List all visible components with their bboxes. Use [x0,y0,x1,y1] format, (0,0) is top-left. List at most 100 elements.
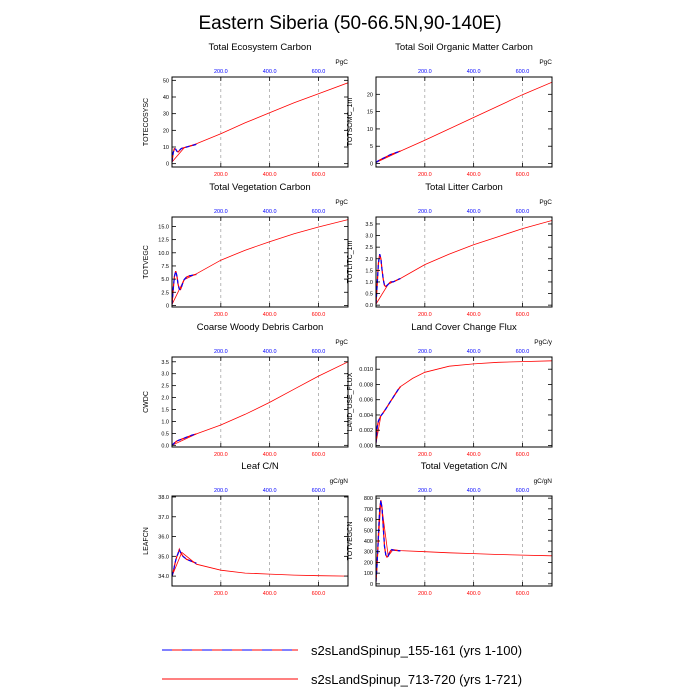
panel-1: 200.0 200.0 400.0 400.0 600.0 600.0 0 10 20 30 40 5… [143,42,349,178]
series-short-line-dash [172,433,197,446]
y-tick-label: 0 [370,582,373,588]
x-tick-label-bottom: 400.0 [263,591,277,597]
x-tick-label-bottom: 400.0 [467,172,481,178]
panel-title: Total Litter Carbon [425,182,503,193]
series-long-line [172,82,348,163]
y-tick-label: 2.5 [365,245,373,251]
x-tick-label-top: 400.0 [263,349,277,355]
y-tick-label: 100 [364,571,373,577]
x-tick-label-bottom: 200.0 [418,172,432,178]
y-tick-label: 0.004 [359,413,373,419]
series-group [172,547,348,577]
y-tick-label: 1.0 [161,419,169,425]
y-tick-label: 0.5 [365,292,373,298]
y-tick-label: 38.0 [158,495,169,501]
series-group [172,361,348,446]
x-tick-label-bottom: 400.0 [263,452,277,458]
y-tick-label: 10.0 [158,251,169,257]
panel-8: 200.0 200.0 400.0 400.0 600.0 600.0 0 100 200 300… [347,461,553,597]
y-tick-label: 15.0 [158,224,169,230]
y-axis-label: LEAFCN [143,527,150,555]
y-tick-label: 0.000 [359,443,373,449]
plot-frame [375,356,553,448]
legend-entry-2: s2sLandSpinup_713-720 (yrs 1-721) [162,672,522,687]
panel-unit: gC/gN [534,478,553,485]
panel-5: 200.0 200.0 400.0 400.0 600.0 600.0 0.0 0.5 1.0 1… [143,322,349,458]
x-tick-label-top: 600.0 [312,69,326,75]
y-tick-label: 700 [364,507,373,513]
y-tick-label: 36.0 [158,535,169,541]
y-tick-label: 37.0 [158,515,169,521]
panel-title: Land Cover Change Flux [411,322,517,333]
x-tick-label-top: 200.0 [214,488,228,494]
series-short-line-dash [376,253,401,305]
plot-frame [375,216,553,308]
panel-2: 200.0 200.0 400.0 400.0 600.0 600.0 0 5 10 15 20 To… [347,42,553,178]
panel-6: 200.0 200.0 400.0 400.0 600.0 600.0 0.000 0.002… [347,322,553,458]
y-tick-label: 10 [163,145,169,151]
x-tick-label-bottom: 200.0 [214,452,228,458]
y-tick-label: 2.0 [161,396,169,402]
panel-unit: PgC/y [534,339,552,346]
y-tick-label: 34.0 [158,574,169,580]
plot-frame [171,356,349,448]
series-short-line [172,547,197,577]
y-tick-label: 20 [367,92,373,98]
x-tick-label-top: 400.0 [263,69,277,75]
x-tick-label-top: 200.0 [418,209,432,215]
y-axis-label: LAND_USE_FLUX [347,372,354,431]
series-group [172,82,348,163]
x-tick-label-top: 200.0 [418,349,432,355]
legend: s2sLandSpinup_155-161 (yrs 1-100) s2sLand… [162,643,522,687]
y-tick-label: 0.5 [161,431,169,437]
panel-unit: gC/gN [330,478,349,485]
y-tick-label: 3.5 [365,222,373,228]
x-tick-label-bottom: 600.0 [516,591,530,597]
x-tick-label-top: 600.0 [312,488,326,494]
y-axis-label: TOTVEGCN [347,522,354,561]
y-axis-label: TOTVEGC [143,245,150,279]
x-tick-label-bottom: 200.0 [214,591,228,597]
series-long-line [376,220,552,305]
x-tick-label-top: 600.0 [516,69,530,75]
panel-title: Total Ecosystem Carbon [209,42,312,53]
series-short-line-dash [376,150,401,163]
series-short-line-dash [172,271,197,305]
y-tick-label: 2.0 [365,257,373,263]
y-tick-label: 5.0 [161,277,169,283]
series-group [172,219,348,305]
y-axis-label: TOTLITC_1m [347,241,354,284]
y-tick-label: 7.5 [161,264,169,270]
series-group [376,360,552,444]
plot-frame [171,495,349,587]
x-tick-label-top: 400.0 [467,349,481,355]
x-tick-label-bottom: 600.0 [516,312,530,318]
x-tick-label-top: 400.0 [467,488,481,494]
panel-unit: PgC [335,339,348,346]
x-tick-label-bottom: 200.0 [418,312,432,318]
x-tick-label-bottom: 400.0 [467,452,481,458]
panel-unit: PgC [335,59,348,66]
series-long-line [172,219,348,305]
x-tick-label-bottom: 400.0 [263,312,277,318]
x-tick-label-top: 200.0 [214,209,228,215]
y-axis-label: TOTSOMC_1m [347,98,354,147]
x-tick-label-top: 400.0 [467,209,481,215]
series-group [376,500,552,582]
panel-title: Coarse Woody Debris Carbon [197,322,324,333]
y-tick-label: 600 [364,518,373,524]
panel-4: 200.0 200.0 400.0 400.0 600.0 600.0 0.0 0.5 1.0 1… [347,182,553,318]
y-tick-label: 0.006 [359,398,373,404]
legend-label: s2sLandSpinup_713-720 (yrs 1-721) [311,672,522,687]
series-short-line-dash [172,143,197,163]
x-tick-label-bottom: 400.0 [263,172,277,178]
y-tick-label: 1.0 [365,280,373,286]
y-tick-label: 3.0 [365,234,373,240]
x-tick-label-bottom: 400.0 [467,591,481,597]
y-tick-label: 30 [163,112,169,118]
figure-title: Eastern Siberia (50-66.5N,90-140E) [198,13,501,34]
y-tick-label: 20 [163,128,169,134]
y-tick-label: 15 [367,110,373,116]
x-tick-label-bottom: 200.0 [214,172,228,178]
